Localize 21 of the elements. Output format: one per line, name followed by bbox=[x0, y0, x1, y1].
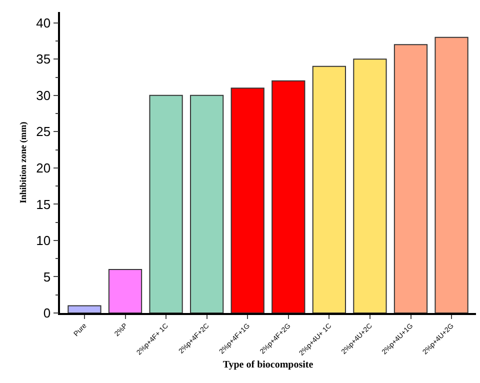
bar bbox=[230, 88, 264, 313]
y-axis-title: Inhibition zone (mm) bbox=[18, 122, 28, 204]
y-tick-label: 5 bbox=[43, 269, 51, 284]
y-tick-label: 30 bbox=[36, 88, 51, 103]
x-axis-title: Type of biocomposite bbox=[222, 359, 314, 370]
y-tick-label: 35 bbox=[36, 52, 51, 67]
bar bbox=[190, 94, 224, 313]
y-tick-label: 40 bbox=[36, 15, 51, 30]
bar bbox=[312, 66, 346, 313]
bar bbox=[272, 80, 306, 313]
bar bbox=[394, 44, 428, 313]
bar bbox=[108, 268, 142, 313]
y-tick-label: 25 bbox=[36, 124, 51, 140]
bar bbox=[149, 94, 183, 313]
y-tick-label: 0 bbox=[43, 306, 51, 321]
bar bbox=[353, 58, 387, 313]
y-tick-label: 15 bbox=[36, 196, 51, 212]
y-tick-label: 10 bbox=[36, 233, 51, 248]
y-tick-label: 20 bbox=[36, 160, 51, 176]
bar bbox=[434, 36, 468, 313]
bar bbox=[68, 305, 102, 313]
